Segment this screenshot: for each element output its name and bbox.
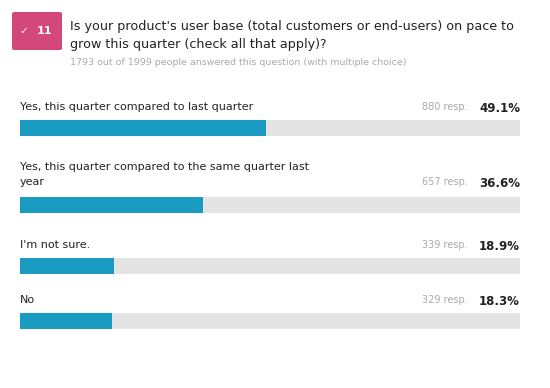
FancyBboxPatch shape <box>20 197 203 213</box>
Text: 657 resp.: 657 resp. <box>422 177 468 187</box>
Text: 11: 11 <box>36 26 52 36</box>
FancyBboxPatch shape <box>20 120 266 136</box>
Text: Is your product's user base (total customers or end-users) on pace to: Is your product's user base (total custo… <box>70 20 514 33</box>
Text: 49.1%: 49.1% <box>479 102 520 115</box>
FancyBboxPatch shape <box>20 313 520 329</box>
FancyBboxPatch shape <box>20 258 114 274</box>
Text: 329 resp.: 329 resp. <box>422 295 468 305</box>
Text: grow this quarter (check all that apply)?: grow this quarter (check all that apply)… <box>70 38 327 51</box>
Text: Yes, this quarter compared to the same quarter last: Yes, this quarter compared to the same q… <box>20 162 309 172</box>
FancyBboxPatch shape <box>20 120 520 136</box>
Text: Yes, this quarter compared to last quarter: Yes, this quarter compared to last quart… <box>20 102 253 112</box>
Text: No: No <box>20 295 35 305</box>
Text: 880 resp.: 880 resp. <box>422 102 468 112</box>
Text: I'm not sure.: I'm not sure. <box>20 240 90 250</box>
Text: 18.3%: 18.3% <box>479 295 520 308</box>
FancyBboxPatch shape <box>20 313 112 329</box>
Text: ✓: ✓ <box>20 26 29 36</box>
Text: 18.9%: 18.9% <box>479 240 520 253</box>
Text: year: year <box>20 177 45 187</box>
Text: 339 resp.: 339 resp. <box>422 240 468 250</box>
Text: 1793 out of 1999 people answered this question (with multiple choice): 1793 out of 1999 people answered this qu… <box>70 58 406 67</box>
FancyBboxPatch shape <box>20 258 520 274</box>
FancyBboxPatch shape <box>12 12 62 50</box>
FancyBboxPatch shape <box>20 197 520 213</box>
Text: 36.6%: 36.6% <box>479 177 520 190</box>
